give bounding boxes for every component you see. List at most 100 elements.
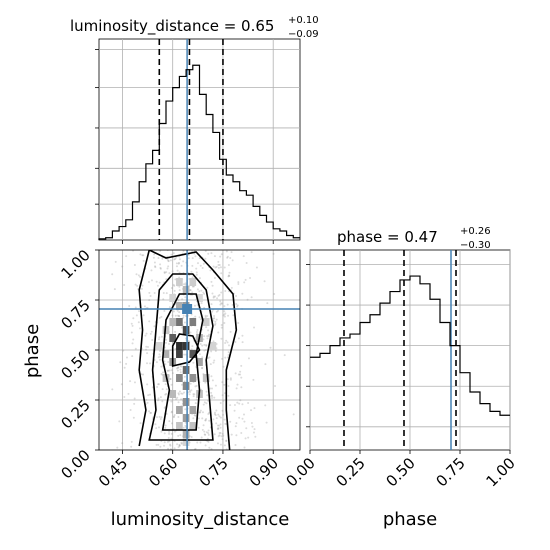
joint-scatter-point [216,297,219,300]
joint-scatter-point [166,267,169,270]
joint-scatter-point [145,398,148,401]
joint-scatter-point [210,394,213,397]
joint-scatter-point [170,253,173,256]
joint-scatter-point [175,367,178,370]
joint-scatter-point [125,356,128,359]
joint-scatter-point [206,394,209,397]
joint-scatter-point [142,314,145,317]
joint-scatter-point [207,252,210,255]
joint-scatter-point [146,401,149,404]
joint-scatter-point [153,292,156,295]
joint-scatter-point [130,440,133,443]
joint-scatter-point [226,255,229,258]
joint-scatter-point [174,256,177,259]
joint-scatter-point [201,366,204,369]
joint-scatter-point [200,302,203,305]
phase-histogram-steps [310,275,510,416]
joint-scatter-point [180,264,183,267]
joint-scatter-point [174,347,177,350]
joint-scatter-point [217,426,220,429]
joint-scatter-point [245,262,248,265]
joint-scatter-point [193,393,196,396]
joint-scatter-point [214,295,217,298]
joint-scatter-point [218,431,221,434]
joint-scatter-point [174,330,177,333]
joint-scatter-point [178,315,181,318]
joint-scatter-point [251,425,254,428]
joint-scatter-point [139,275,142,278]
joint-scatter-point [158,336,161,339]
joint-scatter-point [210,350,213,353]
x-axis-label-phase: phase [383,509,437,530]
joint-scatter-point [139,422,142,425]
joint-xtick-label-2: 0.75 [195,454,231,490]
joint-scatter-point [158,316,161,319]
phase-xtick-label-2: 0.50 [382,454,418,490]
joint-scatter-point [164,383,167,386]
joint-scatter-point [134,306,137,309]
joint-scatter-point [207,399,210,402]
joint-scatter-point [211,395,214,398]
joint-scatter-point [202,403,205,406]
joint-scatter-point [156,385,159,388]
joint-density-cell-0 [176,342,183,350]
joint-scatter-point [154,423,157,426]
joint-scatter-point [206,315,209,318]
joint-scatter-point [165,278,168,281]
joint-scatter-point [214,266,217,269]
joint-scatter-point [229,377,232,380]
joint-scatter-point [113,288,116,291]
joint-scatter-point [218,424,221,427]
joint-scatter-point [132,317,135,320]
joint-scatter-point [192,395,195,398]
joint-scatter-point [177,392,180,395]
joint-scatter-point [201,411,204,414]
joint-scatter-point [215,310,218,313]
joint-scatter-point [213,433,216,436]
joint-scatter-point [235,387,238,390]
joint-scatter-point [207,335,210,338]
joint-scatter-point [195,330,198,333]
joint-scatter-point [207,432,210,435]
joint-scatter-point [155,361,158,364]
joint-scatter-point [197,426,200,429]
joint-scatter-point [213,396,216,399]
joint-scatter-point [283,354,286,357]
joint-scatter-point [205,326,208,329]
joint-scatter-point [170,369,173,372]
joint-scatter-point [166,440,169,443]
joint-scatter-point [176,314,179,317]
joint-scatter-point [213,323,216,326]
joint-scatter-point [168,306,171,309]
joint-scatter-point [184,408,187,411]
joint-scatter-point [174,257,177,260]
joint-scatter-point [225,339,228,342]
joint-scatter-point [154,265,157,268]
joint-scatter-point [184,282,187,285]
joint-scatter-point [224,289,227,292]
joint-scatter-point [155,427,158,430]
joint-scatter-point [206,286,209,289]
joint-scatter-point [178,271,181,274]
joint-scatter-point [155,443,158,446]
joint-scatter-point [190,389,193,392]
joint-scatter-point [220,302,223,305]
joint-density-cell-7 [176,318,183,326]
joint-scatter-point [148,291,151,294]
phase-xtick-label-1: 0.25 [332,454,368,490]
joint-scatter-point [247,436,250,439]
joint-scatter-point [210,375,213,378]
joint-scatter-point [116,446,119,449]
joint-scatter-point [204,348,207,351]
joint-scatter-point [170,400,173,403]
joint-scatter-point [203,430,206,433]
joint-scatter-point [234,444,237,447]
joint-scatter-point [194,315,197,318]
joint-scatter-point [226,256,229,259]
joint-scatter-point [230,286,233,289]
joint-ytick-label-4: 1.00 [57,246,93,282]
joint-scatter-point [241,417,244,420]
joint-scatter-point [164,426,167,429]
joint-scatter-point [237,321,240,324]
joint-scatter-point [213,359,216,362]
